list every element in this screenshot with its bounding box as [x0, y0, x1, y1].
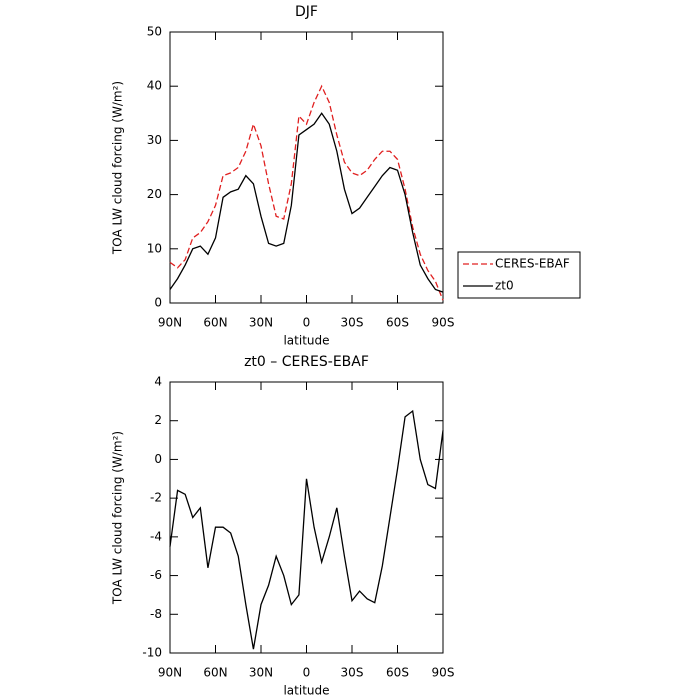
x-tick-label: 90S — [432, 666, 455, 680]
y-tick-label: -2 — [150, 491, 162, 505]
chart-title: zt0 – CERES-EBAF — [244, 354, 369, 370]
y-axis-label: TOA LW cloud forcing (W/m²) — [111, 431, 125, 605]
x-tick-label: 30N — [249, 316, 273, 330]
y-tick-label: -10 — [142, 646, 162, 660]
y-tick-label: 30 — [147, 133, 162, 147]
x-tick-label: 0 — [303, 316, 311, 330]
x-tick-label: 30S — [341, 316, 364, 330]
y-tick-label: -4 — [150, 529, 162, 543]
y-tick-label: 20 — [147, 187, 162, 201]
chart-title: DJF — [295, 4, 318, 20]
plot-frame — [169, 31, 444, 304]
plot-frame — [169, 381, 444, 654]
legend-label: CERES-EBAF — [495, 257, 570, 271]
y-tick-label: 10 — [147, 241, 162, 255]
y-axis-label: TOA LW cloud forcing (W/m²) — [111, 81, 125, 255]
y-tick-label: 40 — [147, 79, 162, 93]
data-line — [169, 84, 444, 301]
x-tick-label: 60S — [386, 666, 409, 680]
x-axis-label: latitude — [283, 684, 329, 698]
legend-box — [457, 251, 581, 299]
x-tick-label: 90N — [158, 316, 182, 330]
y-tick-label: -8 — [150, 607, 162, 621]
y-tick-label: -6 — [150, 568, 162, 582]
legend-label: zt0 — [495, 279, 514, 293]
data-line — [169, 112, 444, 293]
x-tick-label: 30N — [249, 666, 273, 680]
x-tick-label: 60N — [203, 316, 227, 330]
x-tick-label: 0 — [303, 666, 311, 680]
x-axis-label: latitude — [283, 334, 329, 348]
x-tick-label: 60S — [386, 316, 409, 330]
x-tick-label: 30S — [341, 666, 364, 680]
y-tick-label: 4 — [154, 375, 162, 389]
y-tick-label: 50 — [147, 25, 162, 39]
x-tick-label: 90N — [158, 666, 182, 680]
y-tick-label: 0 — [154, 452, 162, 466]
y-tick-label: 0 — [154, 296, 162, 310]
x-tick-label: 90S — [432, 316, 455, 330]
y-tick-label: 2 — [154, 413, 162, 427]
x-tick-label: 60N — [203, 666, 227, 680]
data-line — [169, 409, 444, 650]
